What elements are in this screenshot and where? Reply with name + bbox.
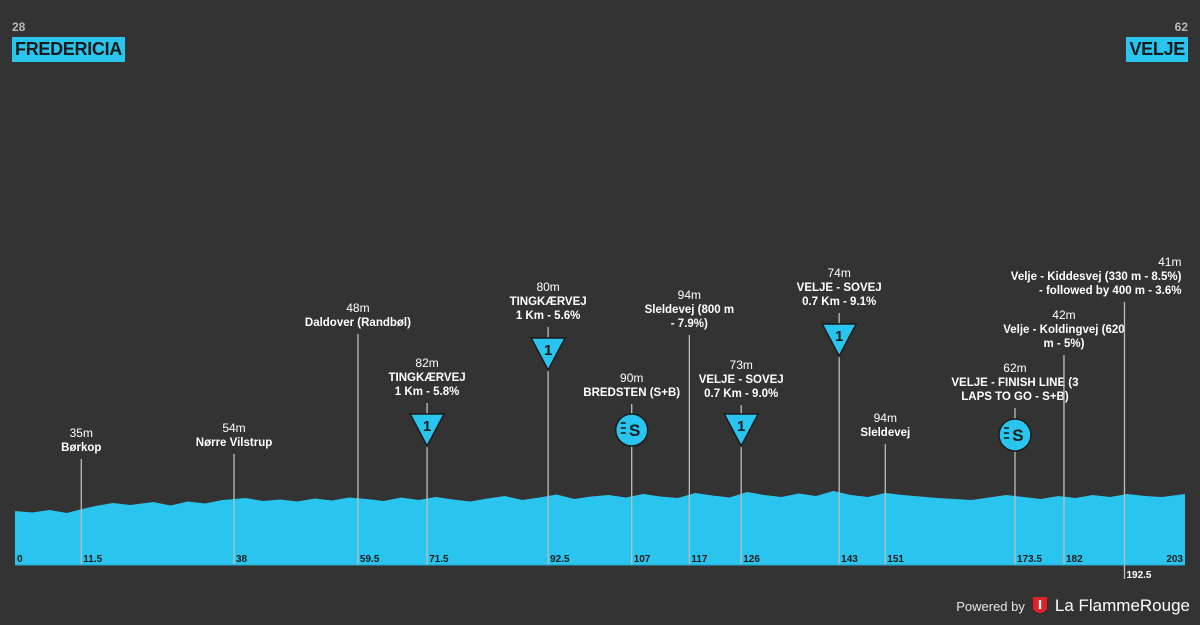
climb-category-icon (529, 337, 567, 372)
elevation-profile-area (15, 491, 1185, 565)
marker-name: LAPS TO GO - S+B) (961, 391, 1069, 403)
marker-name: Sleldevej (860, 427, 910, 439)
climb-category-icon (820, 323, 858, 358)
finish-name: VELJE (1126, 37, 1188, 62)
distance-tick-label: 0 (17, 554, 23, 565)
finish-altitude: 62 (1174, 20, 1188, 34)
marker-name: Velje - Kiddesvej (330 m - 8.5%) (1011, 271, 1182, 283)
marker-name: m - 5%) (1044, 338, 1085, 350)
climb-category-label: 1 (544, 342, 552, 359)
distance-tick-label: 173.5 (1017, 554, 1042, 565)
start-name: FREDERICIA (12, 37, 126, 62)
marker-altitude: 90m (620, 371, 643, 385)
distance-tick-label: 92.5 (550, 554, 570, 565)
marker-altitude: 80m (536, 280, 559, 294)
climb-category-label: 1 (835, 328, 843, 345)
climb-category-label: 1 (423, 418, 431, 435)
distance-tick-label: 126 (743, 554, 760, 565)
marker-name: VELJE - SOVEJ (797, 282, 882, 294)
climb-category-icon (408, 413, 446, 448)
distance-tick-label: 151 (887, 554, 904, 565)
marker-name: TINGKÆRVEJ (389, 372, 466, 384)
climb-category-label: 1 (737, 418, 745, 435)
distance-tick-label: 11.5 (83, 554, 102, 565)
marker-name: - followed by 400 m - 3.6% (1039, 285, 1182, 297)
marker-name: VELJE - SOVEJ (699, 374, 784, 386)
distance-tick-label: 71.5 (429, 554, 449, 565)
distance-tick-label: 59.5 (360, 554, 380, 565)
brand-name: La FlammeRouge (1054, 596, 1190, 615)
climb-category-icon (722, 413, 760, 448)
marker-altitude: 94m (678, 288, 701, 302)
marker-altitude: 41m (1158, 255, 1181, 269)
marker-name: Børkop (61, 442, 101, 454)
sprint-icon (614, 413, 649, 447)
marker-altitude: 74m (828, 266, 851, 280)
powered-by-text: Powered by (956, 598, 1025, 614)
distance-tick-label: 38 (236, 554, 248, 565)
powered-by: Powered by La FlammeRouge (956, 595, 1190, 617)
marker-name: VELJE - FINISH LINE (3 (951, 377, 1078, 389)
marker-name: 0.7 Km - 9.0% (704, 388, 778, 400)
marker-altitude: 54m (222, 421, 245, 435)
sprint-icon (998, 418, 1032, 452)
marker-altitude: 73m (730, 358, 753, 372)
marker-name: Velje - Koldingvej (620 (1003, 324, 1124, 336)
distance-tick-label: 117 (691, 554, 708, 565)
distance-tick-label: 192.5 (1126, 570, 1151, 581)
marker-name: - 7.9%) (671, 318, 708, 330)
marker-name: BREDSTEN (S+B) (583, 387, 680, 399)
marker-name: Daldover (Randbøl) (305, 317, 411, 329)
marker-altitude: 62m (1003, 361, 1026, 375)
sprint-icon-label: S (1012, 426, 1023, 445)
marker-altitude: 94m (874, 411, 897, 425)
distance-tick-label: 107 (634, 554, 651, 565)
marker-name: 1 Km - 5.8% (395, 386, 460, 398)
marker-name: Nørre Vilstrup (196, 437, 272, 449)
start-altitude: 28 (12, 20, 26, 34)
finish-location: 62 VELJE (1126, 20, 1188, 62)
start-location: 28 FREDERICIA (12, 20, 126, 62)
marker-altitude: 35m (70, 426, 93, 440)
flamme-rouge-logo-icon (1032, 597, 1047, 613)
marker-altitude: 42m (1052, 308, 1075, 322)
marker-altitude: 48m (346, 301, 369, 315)
marker-name: 0.7 Km - 9.1% (802, 296, 876, 308)
marker-name: Sleldevej (800 m (645, 304, 735, 316)
distance-tick-label: 182 (1066, 554, 1083, 565)
marker-altitude: 82m (415, 356, 438, 370)
distance-tick-label: 203 (1166, 554, 1183, 565)
sprint-icon-label: S (629, 421, 640, 440)
marker-name: 1 Km - 5.6% (516, 310, 581, 322)
distance-tick-label: 143 (841, 554, 858, 565)
marker-name: TINGKÆRVEJ (510, 296, 587, 308)
